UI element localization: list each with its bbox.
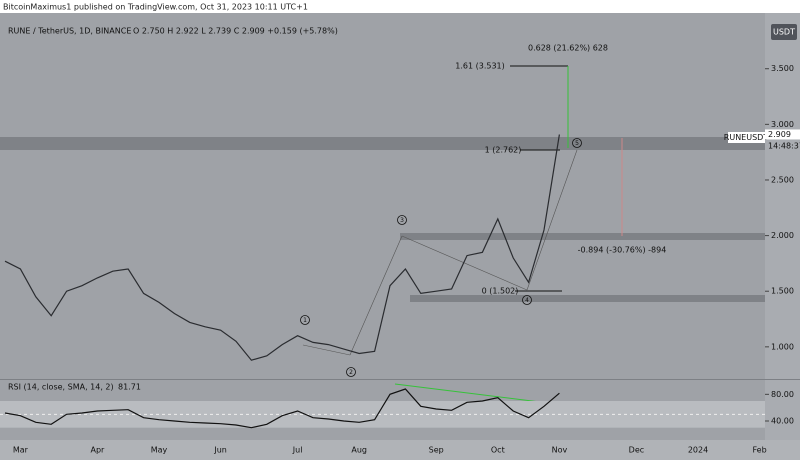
- y-tick-label: 1.000: [771, 342, 794, 351]
- wave-label: 3: [400, 217, 404, 224]
- header-bar: [0, 0, 800, 13]
- wave-line: [401, 235, 528, 291]
- x-tick-label: Sep: [429, 446, 444, 455]
- rsi-last: 81.71: [118, 383, 141, 392]
- symbol-title: RUNE / TetherUS, 1D, BINANCE: [8, 27, 131, 36]
- currency-badge[interactable]: [771, 24, 797, 40]
- countdown: 14:48:37: [768, 142, 800, 151]
- wave-label: 1: [303, 317, 307, 324]
- wave-marker: [522, 295, 532, 305]
- annotation: -0.894 (-30.76%) -894: [578, 246, 667, 255]
- rsi-title: RSI (14, close, SMA, 14, 2): [8, 383, 114, 392]
- x-tick-label: Nov: [552, 446, 568, 455]
- x-tick-label: Feb: [753, 446, 767, 455]
- wave-marker: [572, 138, 582, 148]
- support-zone: [410, 295, 765, 302]
- y-tick-label: 1.500: [771, 287, 794, 296]
- x-tick-label: Aug: [351, 446, 367, 455]
- x-tick-label: Oct: [491, 446, 505, 455]
- symbol: RUNEUSDT: [724, 133, 769, 142]
- x-tick-label: Dec: [629, 446, 644, 455]
- last-price-badge: [765, 129, 800, 140]
- wave-marker: [397, 215, 407, 225]
- time-axis-background: [0, 440, 800, 460]
- annotation: 0.628 (21.62%) 628: [528, 44, 608, 53]
- ohlc: O 2.750 H 2.922 L 2.739 C 2.909 +0.159 (…: [133, 27, 338, 36]
- plot-background: [0, 13, 765, 440]
- y-tick-label: 80.00: [771, 390, 794, 399]
- annotation: 0 (1.502): [482, 287, 519, 296]
- y-tick-label: 40.00: [771, 417, 794, 426]
- last-price: 2.909: [768, 130, 791, 139]
- series-line: [4, 388, 560, 429]
- wave-label: 4: [525, 297, 529, 304]
- y-tick-label: 2.000: [771, 231, 794, 240]
- wave-line: [349, 235, 403, 356]
- x-tick-label: Apr: [90, 446, 105, 455]
- wave-label: 2: [349, 369, 353, 376]
- y-tick-label: 3.500: [771, 64, 794, 73]
- resistance-zone: [0, 137, 765, 150]
- annotation: 1 (2.762): [485, 146, 522, 155]
- y-tick-label: 2.500: [771, 175, 794, 184]
- series-line: [4, 134, 560, 361]
- support-zone: [400, 233, 765, 240]
- annotation: 1.61 (3.531): [455, 62, 505, 71]
- wave-marker: [346, 367, 356, 377]
- x-tick-label: 2024: [688, 446, 708, 455]
- wave-line: [526, 149, 578, 291]
- divergence-line: [394, 383, 541, 403]
- wave-label: 5: [575, 140, 579, 147]
- publisher: BitcoinMaximus1 published on TradingView…: [3, 3, 308, 12]
- currency: USDT: [773, 28, 795, 37]
- x-tick-label: May: [151, 446, 168, 455]
- x-tick-label: Jul: [292, 446, 303, 455]
- x-tick-label: Jun: [213, 446, 227, 455]
- wave-line: [302, 344, 351, 356]
- y-tick-label: 3.000: [771, 120, 794, 129]
- symbol-badge: [728, 132, 765, 143]
- wave-marker: [300, 315, 310, 325]
- x-tick-label: Mar: [13, 446, 29, 455]
- price-axis-background: [765, 13, 800, 440]
